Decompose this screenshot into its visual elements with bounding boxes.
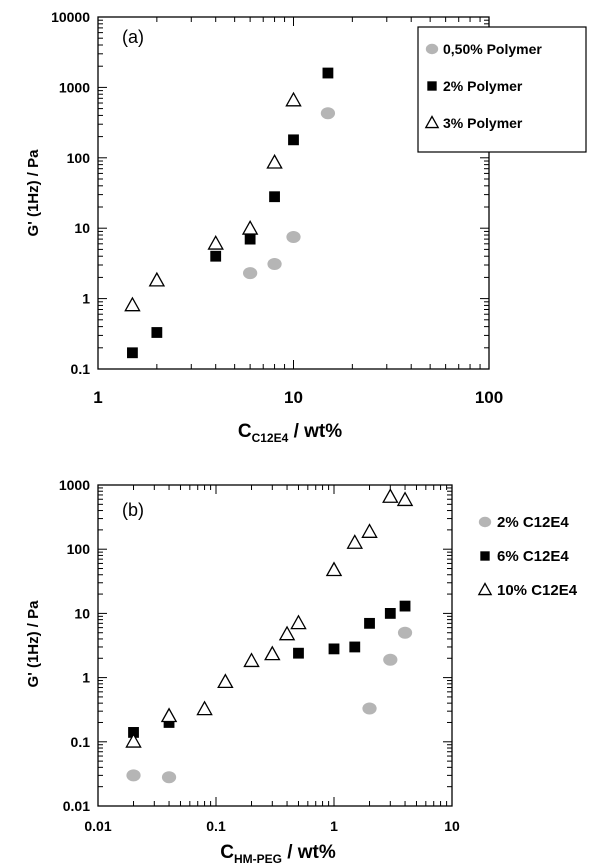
legend-label: 0,50% Polymer: [443, 41, 542, 57]
plot-frame: [97, 16, 490, 370]
data-point: [293, 647, 304, 659]
panel-label: (a): [122, 27, 144, 47]
data-point: [126, 769, 141, 782]
y-axis-label: G' (1Hz) / Pa: [25, 600, 42, 688]
x-tick-label: 0.1: [206, 818, 226, 834]
data-point: [346, 534, 364, 549]
y-tick-label: 10000: [51, 9, 90, 25]
x-axis-label: CC12E4 / wt%: [238, 421, 342, 445]
data-point: [320, 107, 336, 120]
x-tick-label: 10: [284, 388, 303, 407]
x-axis-label: CHM-PEG / wt%: [220, 842, 336, 864]
legend-label: 2% C12E4: [497, 514, 569, 531]
data-point: [243, 652, 260, 668]
data-point: [288, 134, 299, 146]
y-tick-label: 10: [74, 605, 90, 621]
legend-label: 2% Polymer: [443, 78, 523, 94]
data-point: [217, 673, 234, 689]
x-tick-label: 100: [475, 388, 503, 407]
data-point: [328, 643, 340, 655]
legend-marker: [425, 43, 439, 55]
data-point: [124, 296, 141, 312]
data-point: [399, 600, 411, 612]
plot-frame: [97, 484, 453, 807]
legend: 0,50% Polymer 2% Polymer 3% Polymer: [417, 26, 587, 153]
data-point: [128, 727, 139, 738]
legend-marker: [478, 516, 492, 528]
data-point: [322, 67, 334, 79]
series-1: [126, 626, 413, 784]
data-point: [383, 653, 398, 666]
legend-marker: [480, 551, 490, 561]
series-1: [243, 107, 336, 280]
data-point: [148, 271, 166, 287]
series-3: [124, 91, 302, 312]
data-point: [243, 267, 258, 280]
legend-marker: [427, 81, 437, 91]
series-2: [127, 67, 334, 359]
y-tick-label: 1: [82, 670, 90, 686]
data-point: [362, 702, 377, 715]
data-point: [161, 771, 177, 784]
legend-marker: [477, 582, 493, 596]
x-tick-label: 0.01: [84, 818, 111, 834]
data-point: [210, 250, 222, 262]
data-point: [125, 732, 142, 748]
chart-panel-b: 0.01 0.1 1 10 0.01 0.1 1 10 100 1000 (b) G' (1Hz) /…: [25, 477, 578, 864]
data-point: [361, 523, 378, 538]
data-point: [286, 230, 301, 243]
data-point: [196, 700, 213, 716]
data-point: [267, 258, 282, 271]
x-tick-label: 1: [330, 818, 338, 834]
data-point: [364, 617, 375, 629]
data-point: [266, 153, 283, 169]
data-point: [241, 219, 259, 235]
data-point: [397, 626, 413, 639]
data-point: [384, 608, 396, 619]
data-point: [269, 191, 280, 203]
data-point: [325, 561, 343, 577]
data-point: [244, 233, 256, 245]
data-point: [290, 614, 307, 630]
data-point: [382, 488, 399, 503]
legend-frame: [417, 26, 587, 153]
data-point: [151, 327, 163, 338]
x-tick-label: 1: [93, 388, 102, 407]
data-point: [349, 641, 361, 653]
data-point: [396, 491, 414, 507]
legend-label: 3% Polymer: [443, 115, 523, 131]
series-3: [125, 488, 414, 748]
data-point: [160, 707, 178, 723]
data-point: [163, 717, 175, 728]
y-tick-label: 0.1: [71, 734, 91, 750]
legend-marker: [424, 115, 440, 129]
legend-label: 6% C12E4: [497, 548, 569, 565]
axis-ticks: [97, 485, 452, 807]
series-2: [128, 600, 411, 738]
data-point: [127, 347, 138, 359]
legend: 2% C12E4 6% C12E4 10% C12E4: [477, 514, 578, 599]
y-tick-label: 100: [67, 541, 91, 557]
data-point: [285, 91, 302, 107]
data-point: [207, 234, 224, 250]
y-tick-label: 100: [67, 150, 91, 166]
legend-label: 10% C12E4: [497, 582, 578, 599]
y-tick-label: 0.01: [63, 798, 90, 814]
y-tick-label: 1000: [59, 477, 90, 493]
y-tick-label: 0.1: [71, 361, 91, 377]
data-point: [278, 625, 296, 641]
data-point: [264, 645, 281, 661]
y-tick-label: 1: [82, 291, 90, 307]
y-tick-label: 1000: [59, 79, 90, 95]
x-tick-label: 10: [444, 818, 460, 834]
panel-label: (b): [122, 500, 144, 520]
y-tick-label: 10: [74, 220, 90, 236]
y-axis-label: G' (1Hz) / Pa: [25, 149, 42, 237]
